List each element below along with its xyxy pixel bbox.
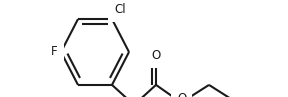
Text: Cl: Cl bbox=[114, 3, 126, 16]
Text: F: F bbox=[51, 45, 58, 58]
Text: O: O bbox=[177, 92, 186, 97]
Text: O: O bbox=[151, 49, 161, 62]
